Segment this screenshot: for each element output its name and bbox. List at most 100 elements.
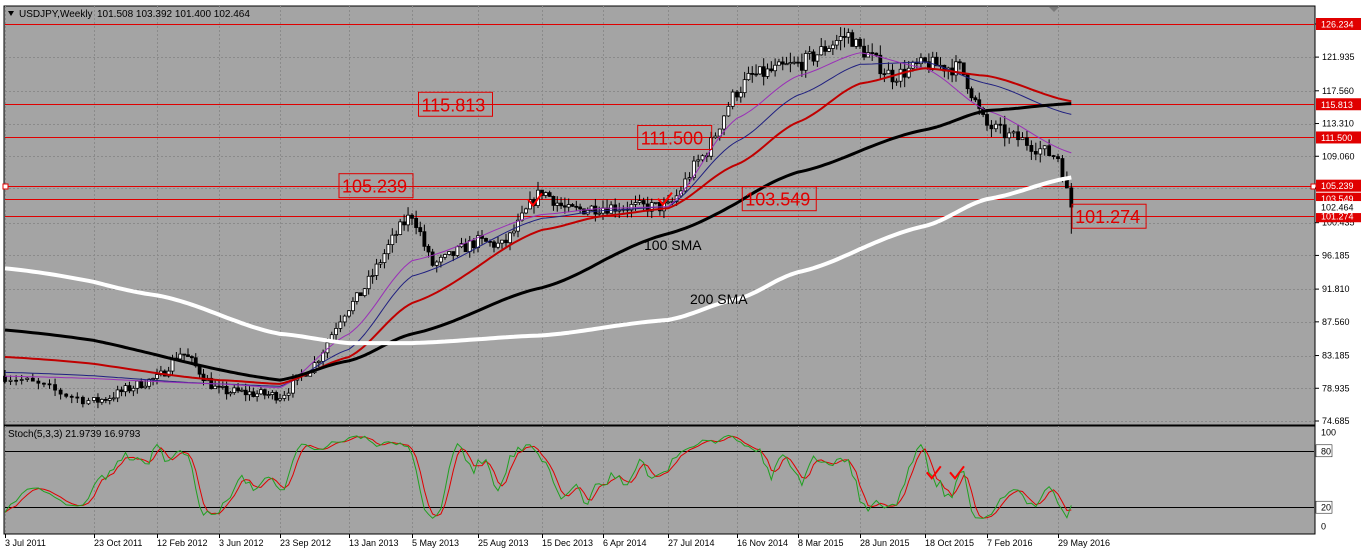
candle-body bbox=[217, 385, 221, 388]
candle-body bbox=[1002, 124, 1007, 139]
candle-body bbox=[131, 387, 136, 392]
candle-body bbox=[96, 397, 100, 403]
candle-body bbox=[819, 46, 824, 56]
candle-body bbox=[582, 208, 586, 215]
candle-body bbox=[683, 178, 688, 192]
current-price-label: 102.464 bbox=[1321, 203, 1354, 213]
candle-body bbox=[266, 394, 271, 396]
candle-body bbox=[236, 387, 240, 392]
candle-body bbox=[213, 385, 218, 390]
price-tick-label: 96.185 bbox=[1322, 250, 1350, 260]
dropdown-triangle-icon[interactable] bbox=[8, 11, 14, 16]
candle-body bbox=[255, 393, 260, 397]
price-tick-label: 109.060 bbox=[1322, 151, 1355, 161]
shift-marker-icon[interactable] bbox=[1049, 7, 1059, 12]
candle-body bbox=[923, 57, 927, 63]
candle-body bbox=[973, 97, 978, 101]
candle-body bbox=[47, 383, 52, 386]
candle-body bbox=[934, 56, 939, 67]
candle-body bbox=[1056, 156, 1060, 159]
date-tick-label: 29 May 2016 bbox=[1058, 538, 1110, 548]
candle-body bbox=[103, 398, 108, 401]
candle-body bbox=[402, 221, 407, 226]
price-tick-label: 78.935 bbox=[1322, 383, 1350, 393]
date-tick-label: 23 Oct 2011 bbox=[94, 538, 142, 548]
candle-body bbox=[1060, 158, 1065, 179]
candle-body bbox=[784, 63, 789, 66]
level-price-tag-label: 111.500 bbox=[1321, 133, 1352, 143]
stoch-tick-label: 0 bbox=[1321, 522, 1326, 532]
candle-body bbox=[637, 200, 642, 203]
candle-body bbox=[224, 386, 229, 395]
chart-header: USDJPY,Weekly 101.508 103.392 101.400 10… bbox=[8, 7, 1059, 20]
candle-body bbox=[143, 385, 148, 389]
stoch-plot-area[interactable] bbox=[3, 425, 1316, 535]
date-tick-label: 28 Jun 2015 bbox=[860, 538, 910, 548]
candle-body bbox=[858, 38, 862, 47]
candle-body bbox=[687, 177, 692, 180]
candle-body bbox=[827, 48, 831, 52]
candle-body bbox=[566, 204, 571, 208]
level-price-tag bbox=[1316, 179, 1361, 192]
candle-body bbox=[961, 62, 966, 76]
level-price-tag bbox=[1316, 131, 1361, 144]
candle-body bbox=[811, 51, 816, 62]
level-label-box bbox=[1071, 203, 1147, 229]
candle-body bbox=[426, 245, 431, 253]
candle-body bbox=[886, 69, 891, 75]
candle-body bbox=[1042, 145, 1047, 150]
candle-body bbox=[878, 54, 883, 75]
date-tick-label: 13 Jan 2013 bbox=[349, 538, 399, 548]
sma100-line bbox=[4, 102, 1072, 382]
candle-body bbox=[139, 380, 144, 389]
candle-body bbox=[201, 373, 206, 382]
candle-body bbox=[394, 234, 399, 236]
candle-body bbox=[765, 68, 770, 77]
candle-body bbox=[455, 246, 460, 256]
checkmarks bbox=[527, 192, 965, 480]
price-tick-label: 121.935 bbox=[1322, 52, 1355, 62]
sma100-annotation: 100 SMA bbox=[644, 237, 702, 253]
candle-body bbox=[247, 391, 252, 396]
stoch-tick-label: 100 bbox=[1321, 428, 1336, 438]
level-handle[interactable] bbox=[2, 183, 9, 190]
candle-body bbox=[123, 385, 128, 393]
candle-body bbox=[834, 40, 839, 46]
candle-body bbox=[633, 202, 638, 205]
candle-body bbox=[75, 396, 80, 399]
candle-body bbox=[80, 396, 85, 405]
candle-body bbox=[270, 392, 275, 395]
candle-body bbox=[36, 380, 41, 384]
candle-body bbox=[906, 67, 911, 78]
grid bbox=[5, 6, 1314, 534]
candle-body bbox=[115, 389, 120, 399]
level-price-tag bbox=[1316, 210, 1361, 223]
date-tick-label: 8 Mar 2015 bbox=[798, 538, 844, 548]
candle-body bbox=[228, 392, 233, 395]
checkmark-icon bbox=[949, 465, 965, 480]
candle-body bbox=[243, 389, 248, 396]
candle-body bbox=[186, 354, 190, 357]
candle-body bbox=[666, 201, 670, 204]
date-tick-label: 7 Feb 2016 bbox=[987, 538, 1033, 548]
candle-body bbox=[559, 202, 563, 207]
candle-body bbox=[99, 398, 104, 403]
level-label: 103.549 bbox=[745, 190, 810, 210]
stoch-header: Stoch(5,3,3) 21.9739 16.9793 bbox=[8, 429, 141, 440]
price-ticks: 126.234121.935117.560113.310109.060104.9… bbox=[1315, 18, 1361, 426]
candle-body bbox=[653, 202, 658, 204]
candle-body bbox=[989, 124, 994, 130]
candle-body bbox=[189, 356, 194, 359]
candle-body bbox=[127, 385, 132, 392]
candle-body bbox=[259, 389, 263, 395]
level-price-tag-label: 101.274 bbox=[1321, 212, 1354, 222]
candle-body bbox=[119, 389, 124, 393]
candle-body bbox=[838, 36, 843, 41]
sma200-annotation: 200 SMA bbox=[690, 291, 748, 307]
candle-body bbox=[232, 387, 237, 393]
candle-body bbox=[430, 251, 435, 266]
candle-body bbox=[239, 389, 244, 392]
candle-body bbox=[957, 61, 962, 64]
